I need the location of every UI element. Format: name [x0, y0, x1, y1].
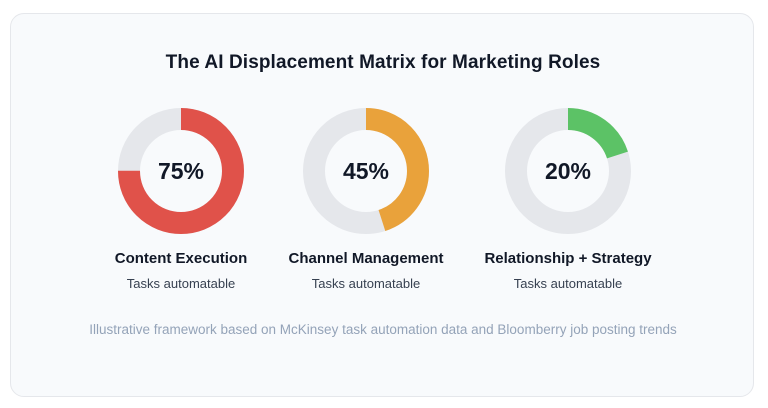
- role-subtitle: Tasks automatable: [311, 276, 421, 291]
- role-name: Content Execution: [114, 250, 248, 267]
- donut-value-arc: [505, 108, 631, 234]
- donut-percentage-label: 20%: [545, 158, 591, 184]
- donut-channel-management: 45% Channel Management Tasks automatable: [266, 106, 466, 291]
- chart-card: The AI Displacement Matrix for Marketing…: [10, 13, 754, 397]
- donut-relationship-strategy: 20% Relationship + Strategy Tasks automa…: [468, 106, 668, 291]
- donut-value-arc: [118, 108, 244, 234]
- donut-value-arc: [303, 108, 429, 234]
- footnote: Illustrative framework based on McKinsey…: [89, 322, 677, 337]
- chart-title: The AI Displacement Matrix for Marketing…: [165, 52, 601, 73]
- donut-chart-content-execution: 75%: [118, 108, 244, 234]
- donut-chart-relationship-strategy: 20%: [505, 108, 631, 234]
- donut-content-execution: 75% Content Execution Tasks automatable: [81, 106, 281, 291]
- donut-percentage-label: 75%: [158, 158, 204, 184]
- role-name: Channel Management: [288, 250, 444, 267]
- role-subtitle: Tasks automatable: [513, 276, 623, 291]
- donut-chart-channel-management: 45%: [303, 108, 429, 234]
- role-subtitle: Tasks automatable: [126, 276, 236, 291]
- donut-percentage-label: 45%: [343, 158, 389, 184]
- role-name: Relationship + Strategy: [484, 250, 652, 267]
